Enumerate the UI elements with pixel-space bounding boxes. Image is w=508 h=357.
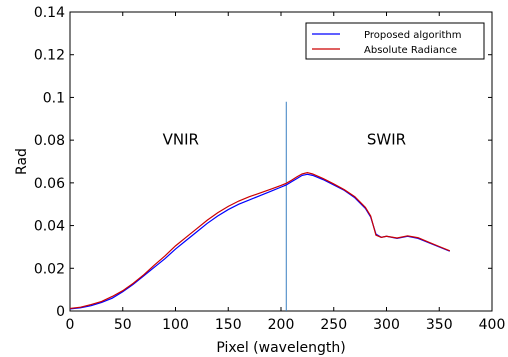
x-tick-label: 250 [320, 317, 347, 333]
x-tick-label: 0 [66, 317, 75, 333]
series-group [69, 171, 451, 310]
x-axis-label: Pixel (wavelength) [216, 340, 345, 356]
legend-label-absolute: Absolute Radiance [364, 45, 457, 56]
y-tick-label: 0.08 [34, 133, 65, 149]
legend-box [305, 22, 485, 60]
x-tick-label: 350 [426, 317, 453, 333]
y-tick-label: 0 [56, 304, 65, 320]
y-tick-label: 0.04 [34, 219, 65, 235]
legend: Proposed algorithm Absolute Radiance [305, 22, 485, 60]
x-tick-label: 100 [162, 317, 189, 333]
x-tick-label: 300 [373, 317, 400, 333]
plot-area [69, 11, 493, 312]
x-tick-label: 150 [215, 317, 242, 333]
y-axis-label: Rad [14, 148, 30, 175]
annotation-swir: SWIR [367, 130, 406, 148]
legend-label-proposed: Proposed algorithm [364, 30, 461, 41]
x-axis-ticks: 0 50 100 150 200 250 300 350 400 [66, 12, 506, 333]
x-tick-label: 50 [114, 317, 132, 333]
y-tick-label: 0.02 [34, 261, 65, 277]
series-line-absolute-radiance [69, 171, 451, 310]
y-tick-label: 0.14 [34, 5, 65, 21]
x-tick-label: 400 [479, 317, 506, 333]
x-tick-label: 200 [268, 317, 295, 333]
y-tick-label: 0.1 [43, 90, 65, 106]
annotation-vnir: VNIR [163, 130, 199, 148]
y-axis-ticks: 0 0.02 0.04 0.06 0.08 0.1 0.12 0.14 [34, 5, 492, 320]
y-tick-label: 0.12 [34, 48, 65, 64]
y-tick-label: 0.06 [34, 176, 65, 192]
